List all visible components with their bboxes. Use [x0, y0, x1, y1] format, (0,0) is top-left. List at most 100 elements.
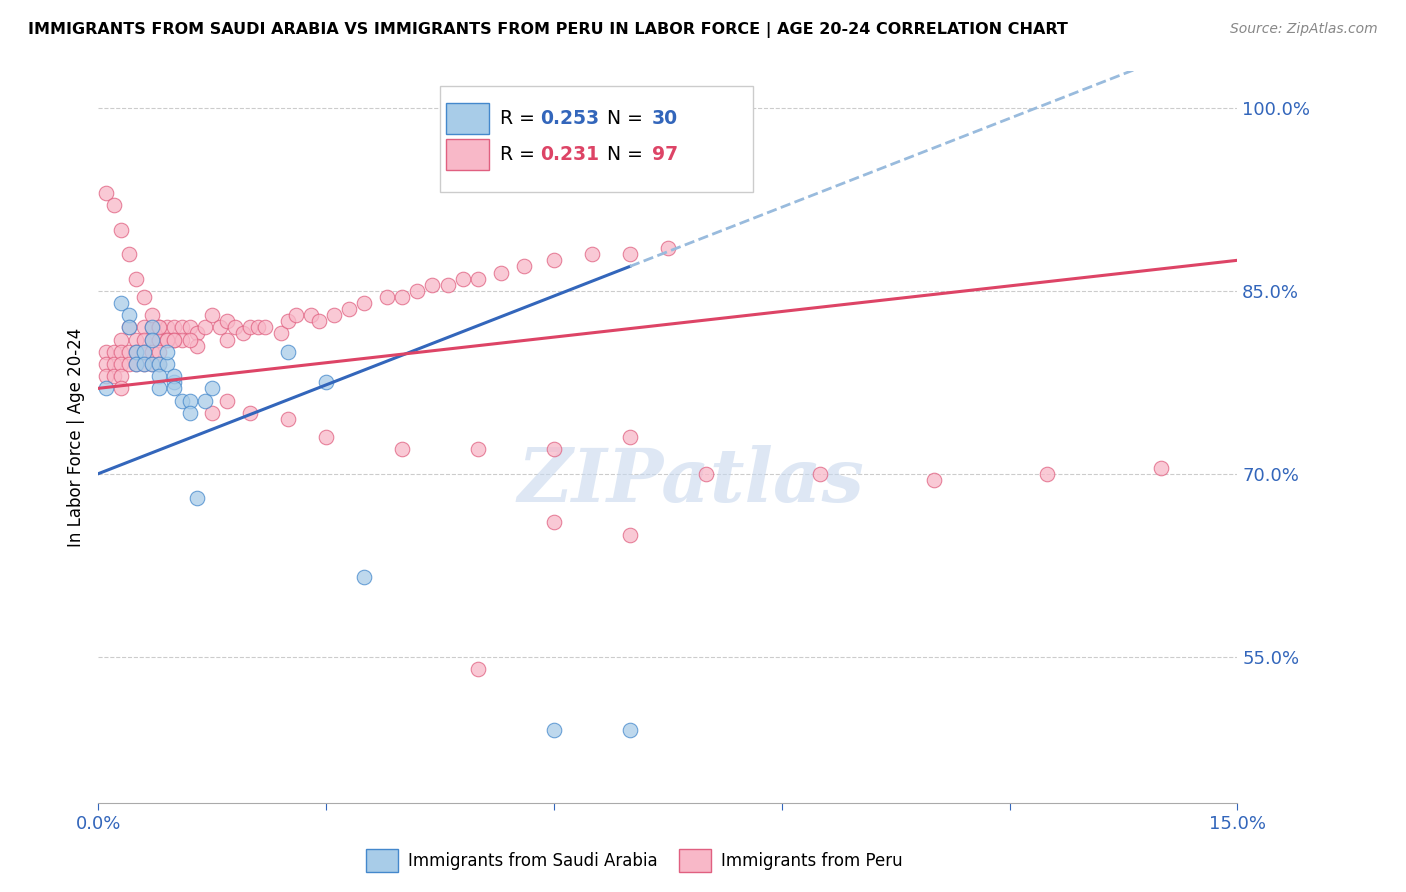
Point — [337, 302, 360, 317]
FancyBboxPatch shape — [440, 86, 754, 192]
Text: Immigrants from Peru: Immigrants from Peru — [721, 852, 903, 870]
Point — [308, 314, 330, 328]
Point — [163, 376, 186, 390]
Y-axis label: In Labor Force | Age 20-24: In Labor Force | Age 20-24 — [66, 327, 84, 547]
Point — [170, 320, 193, 334]
Point — [148, 333, 170, 347]
Point — [391, 442, 413, 457]
Text: 0.253: 0.253 — [540, 109, 599, 128]
Point — [277, 314, 299, 328]
Point — [179, 406, 201, 420]
Point — [543, 723, 565, 737]
Point — [141, 320, 163, 334]
Point — [163, 320, 186, 334]
Point — [148, 320, 170, 334]
Point — [436, 277, 458, 292]
Point — [148, 344, 170, 359]
Point — [141, 333, 163, 347]
Point — [132, 333, 155, 347]
Text: 30: 30 — [652, 109, 678, 128]
Point — [94, 186, 117, 201]
Point — [201, 308, 224, 322]
Point — [922, 473, 945, 487]
Point — [353, 296, 375, 310]
Point — [94, 344, 117, 359]
Point — [170, 333, 193, 347]
Point — [170, 393, 193, 408]
Point — [201, 381, 224, 395]
Point — [125, 344, 148, 359]
Point — [110, 344, 132, 359]
Point — [179, 393, 201, 408]
Point — [543, 516, 565, 530]
Point — [299, 308, 322, 322]
Point — [156, 320, 179, 334]
Point — [657, 241, 679, 255]
Point — [543, 253, 565, 268]
Point — [467, 271, 489, 285]
Point — [110, 296, 132, 310]
Point — [118, 247, 141, 261]
Point — [163, 369, 186, 384]
Point — [619, 723, 641, 737]
Text: IMMIGRANTS FROM SAUDI ARABIA VS IMMIGRANTS FROM PERU IN LABOR FORCE | AGE 20-24 : IMMIGRANTS FROM SAUDI ARABIA VS IMMIGRAN… — [28, 22, 1069, 38]
Point — [467, 662, 489, 676]
Point — [118, 320, 141, 334]
Point — [277, 412, 299, 426]
Point — [391, 290, 413, 304]
Point — [103, 198, 125, 212]
Point — [179, 320, 201, 334]
Point — [270, 326, 292, 341]
Point — [232, 326, 254, 341]
Point — [110, 381, 132, 395]
Point — [141, 344, 163, 359]
Text: R =: R = — [501, 109, 541, 128]
Point — [284, 308, 307, 322]
Point — [148, 381, 170, 395]
Point — [141, 320, 163, 334]
Point — [163, 333, 186, 347]
Point — [141, 357, 163, 371]
Point — [217, 393, 239, 408]
Point — [156, 357, 179, 371]
Point — [224, 320, 246, 334]
Point — [94, 357, 117, 371]
Point — [132, 344, 155, 359]
Text: 97: 97 — [652, 145, 678, 164]
Point — [156, 344, 179, 359]
Point — [201, 406, 224, 420]
Text: N =: N = — [595, 145, 648, 164]
Point — [619, 527, 641, 541]
Point — [315, 376, 337, 390]
Point — [156, 333, 179, 347]
Point — [148, 320, 170, 334]
FancyBboxPatch shape — [366, 849, 398, 872]
Point — [163, 333, 186, 347]
Point — [118, 344, 141, 359]
Text: Immigrants from Saudi Arabia: Immigrants from Saudi Arabia — [408, 852, 658, 870]
Point — [110, 357, 132, 371]
Text: Source: ZipAtlas.com: Source: ZipAtlas.com — [1230, 22, 1378, 37]
Point — [110, 223, 132, 237]
Point — [132, 320, 155, 334]
Text: 0.231: 0.231 — [540, 145, 599, 164]
Point — [239, 320, 262, 334]
Point — [132, 344, 155, 359]
Point — [132, 290, 155, 304]
Point — [132, 357, 155, 371]
Point — [467, 442, 489, 457]
Point — [103, 357, 125, 371]
Point — [375, 290, 398, 304]
Point — [186, 339, 208, 353]
Point — [125, 357, 148, 371]
Point — [103, 369, 125, 384]
Point — [132, 357, 155, 371]
Text: ZIPatlas: ZIPatlas — [517, 445, 865, 517]
FancyBboxPatch shape — [446, 103, 489, 134]
Point — [110, 333, 132, 347]
Point — [543, 442, 565, 457]
Point — [254, 320, 277, 334]
Point — [94, 369, 117, 384]
Point — [94, 381, 117, 395]
Point — [512, 260, 534, 274]
